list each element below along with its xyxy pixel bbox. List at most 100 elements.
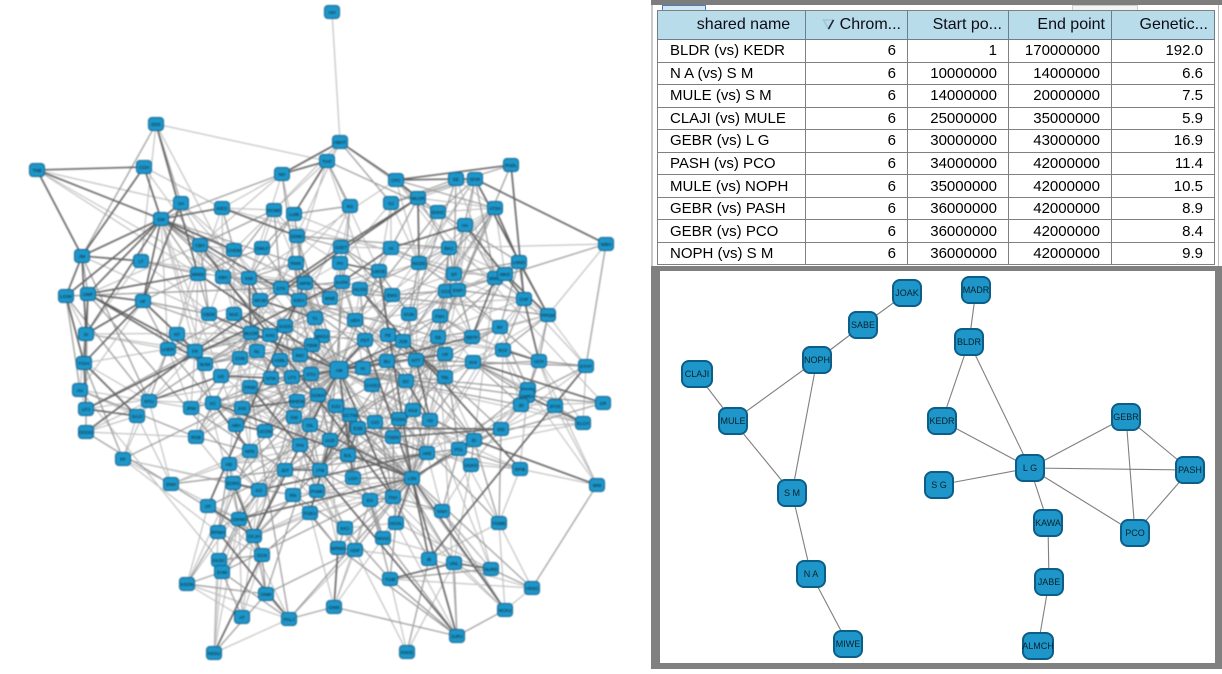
svg-text:KIEG: KIEG xyxy=(217,206,228,211)
svg-text:NUC: NUC xyxy=(229,312,239,317)
svg-text:LUIB: LUIB xyxy=(289,212,299,217)
svg-text:FNA: FNA xyxy=(389,495,398,500)
svg-text:HD: HD xyxy=(226,462,233,467)
svg-text:LFS: LFS xyxy=(288,375,296,380)
svg-text:GW: GW xyxy=(157,217,166,222)
svg-text:MIWE: MIWE xyxy=(836,639,861,649)
svg-text:JABE: JABE xyxy=(1038,577,1061,587)
svg-text:BWS: BWS xyxy=(387,293,397,298)
svg-text:UEH: UEH xyxy=(350,318,360,323)
svg-text:RN: RN xyxy=(290,493,297,498)
svg-text:OWLF: OWLF xyxy=(256,246,269,251)
svg-text:KEDR: KEDR xyxy=(929,416,955,426)
svg-text:WBH: WBH xyxy=(601,242,612,247)
svg-text:EE: EE xyxy=(453,177,459,182)
svg-text:AHG: AHG xyxy=(265,333,275,338)
svg-text:MHEW: MHEW xyxy=(290,399,305,404)
svg-text:RPWH: RPWH xyxy=(211,530,225,535)
svg-text:OTU: OTU xyxy=(306,372,316,377)
svg-text:SB: SB xyxy=(435,335,441,340)
svg-text:PALJ: PALJ xyxy=(284,617,294,622)
svg-text:OCJH: OCJH xyxy=(248,534,260,539)
svg-text:DCMD: DCMD xyxy=(267,208,281,213)
svg-text:SADS: SADS xyxy=(279,324,291,329)
svg-text:DTHT: DTHT xyxy=(580,364,592,369)
svg-text:BJL: BJL xyxy=(344,453,352,458)
svg-text:ATSH: ATSH xyxy=(489,206,501,211)
svg-text:GSET: GSET xyxy=(335,245,348,250)
svg-text:LHER: LHER xyxy=(162,347,175,352)
svg-text:FOEU: FOEU xyxy=(304,511,317,516)
svg-text:EI: EI xyxy=(472,438,476,443)
svg-text:UCH: UCH xyxy=(534,359,544,364)
svg-text:GTK: GTK xyxy=(276,286,285,291)
svg-text:LNNO: LNNO xyxy=(513,260,526,265)
svg-text:WCW: WCW xyxy=(254,298,266,303)
svg-text:DHHC: DHHC xyxy=(432,210,446,215)
svg-text:WPM: WPM xyxy=(300,281,311,286)
svg-text:HA: HA xyxy=(462,223,468,228)
svg-text:KC: KC xyxy=(210,401,217,406)
svg-text:FMA: FMA xyxy=(435,314,445,319)
svg-text:KMI: KMI xyxy=(245,276,253,281)
svg-text:LGIW: LGIW xyxy=(60,294,72,299)
svg-text:GOKK: GOKK xyxy=(311,393,324,398)
svg-text:TA: TA xyxy=(312,316,317,321)
svg-text:CHDM: CHDM xyxy=(227,248,241,253)
svg-text:GNM: GNM xyxy=(261,592,272,597)
svg-text:WJW: WJW xyxy=(200,362,211,367)
svg-text:KAWA: KAWA xyxy=(1035,518,1061,528)
svg-text:JGB: JGB xyxy=(399,339,408,344)
svg-text:PPGM: PPGM xyxy=(541,313,555,318)
svg-text:WNE: WNE xyxy=(325,296,336,301)
svg-text:AD: AD xyxy=(427,418,434,423)
svg-text:KNH: KNH xyxy=(437,509,447,514)
svg-text:WWD: WWD xyxy=(489,276,501,281)
svg-text:JRW: JRW xyxy=(186,406,196,411)
svg-text:ARSG: ARSG xyxy=(526,586,539,591)
svg-text:GCN: GCN xyxy=(257,553,267,558)
svg-text:UGKG: UGKG xyxy=(464,463,478,468)
svg-text:RCF: RCF xyxy=(498,348,507,353)
svg-text:EDS: EDS xyxy=(151,122,160,127)
svg-text:LWOE: LWOE xyxy=(373,269,386,274)
svg-text:GCTW: GCTW xyxy=(343,413,357,418)
svg-text:PHI: PHI xyxy=(296,443,304,448)
svg-text:JD: JD xyxy=(518,403,524,408)
svg-text:PASH: PASH xyxy=(1178,465,1202,475)
svg-text:SP: SP xyxy=(451,272,457,277)
svg-text:IB: IB xyxy=(427,557,431,562)
svg-text:SFIR: SFIR xyxy=(470,177,481,182)
svg-text:NGDD: NGDD xyxy=(412,261,426,266)
svg-text:FDMB: FDMB xyxy=(493,521,506,526)
svg-text:TIAF: TIAF xyxy=(322,159,332,164)
svg-text:HI: HI xyxy=(389,246,394,251)
svg-text:AU: AU xyxy=(77,388,83,393)
svg-text:ALMCH: ALMCH xyxy=(1022,641,1054,651)
svg-text:INIC: INIC xyxy=(296,353,306,358)
svg-text:N A: N A xyxy=(804,569,819,579)
svg-text:NPD: NPD xyxy=(245,449,255,454)
svg-text:NCKU: NCKU xyxy=(499,608,512,613)
svg-text:JHG: JHG xyxy=(238,406,247,411)
svg-text:MIWS: MIWS xyxy=(192,272,204,277)
svg-text:PADL: PADL xyxy=(505,163,517,168)
svg-text:CHF: CHF xyxy=(519,297,528,302)
svg-text:CAOU: CAOU xyxy=(365,383,378,388)
svg-text:JFOS: JFOS xyxy=(549,404,561,409)
svg-text:ELCH: ELCH xyxy=(577,421,589,426)
svg-text:DJU: DJU xyxy=(332,404,341,409)
svg-text:TSEN: TSEN xyxy=(387,435,399,440)
svg-text:HHAG: HHAG xyxy=(376,536,390,541)
svg-text:SDMC: SDMC xyxy=(290,234,304,239)
svg-text:UWF: UWF xyxy=(83,292,93,297)
svg-text:KICI: KICI xyxy=(341,526,350,531)
svg-text:ROB: ROB xyxy=(191,435,201,440)
svg-text:NTU: NTU xyxy=(144,399,153,404)
svg-text:WRMS: WRMS xyxy=(331,546,345,551)
svg-text:AIH: AIH xyxy=(328,10,336,15)
svg-text:CGH: CGH xyxy=(139,165,149,170)
svg-text:TBL: TBL xyxy=(441,375,450,380)
svg-text:PH: PH xyxy=(337,261,343,266)
svg-text:HF: HF xyxy=(140,299,146,304)
